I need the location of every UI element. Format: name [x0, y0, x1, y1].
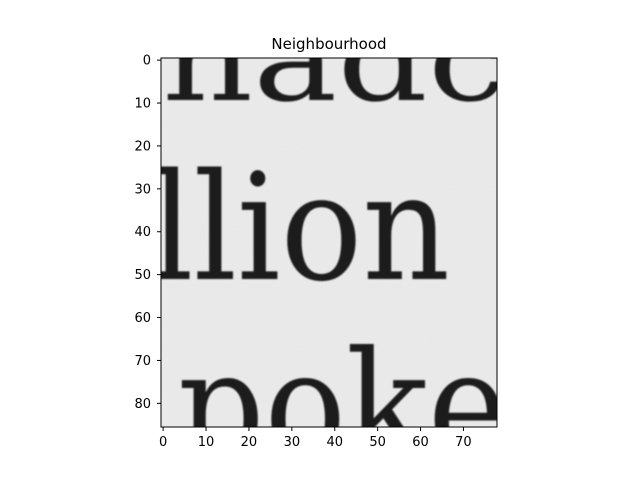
y-tick-label: 30	[134, 182, 151, 197]
y-tick-label: 0	[143, 54, 151, 69]
middle-word: llion	[150, 142, 450, 314]
x-tick-label: 60	[412, 435, 429, 450]
image-panel: nadc llion poke	[150, 0, 508, 480]
x-tick-label: 0	[159, 435, 167, 450]
y-tick-label: 40	[134, 225, 151, 240]
figure-title: Neighbourhood	[271, 35, 386, 53]
y-tick-label: 70	[134, 354, 151, 369]
x-tick-label: 50	[369, 435, 386, 450]
y-tick-label: 60	[134, 311, 151, 326]
x-tick-label: 30	[284, 435, 301, 450]
y-tick-label: 20	[134, 139, 151, 154]
x-tick-label: 40	[326, 435, 343, 450]
bottom-text-fragment: poke	[178, 320, 508, 480]
y-axis: 0 10 20 30 40 50 60 70 80	[134, 54, 161, 412]
top-text-fragment: nadc	[162, 0, 507, 128]
axes-frame	[160, 57, 498, 428]
x-tick-label: 70	[455, 435, 472, 450]
x-tick-label: 20	[241, 435, 258, 450]
y-tick-label: 10	[134, 97, 151, 112]
y-tick-label: 50	[134, 268, 151, 283]
x-axis: 0 10 20 30 40 50 60 70	[159, 427, 472, 450]
y-tick-label: 80	[134, 397, 151, 412]
x-tick-label: 10	[198, 435, 215, 450]
